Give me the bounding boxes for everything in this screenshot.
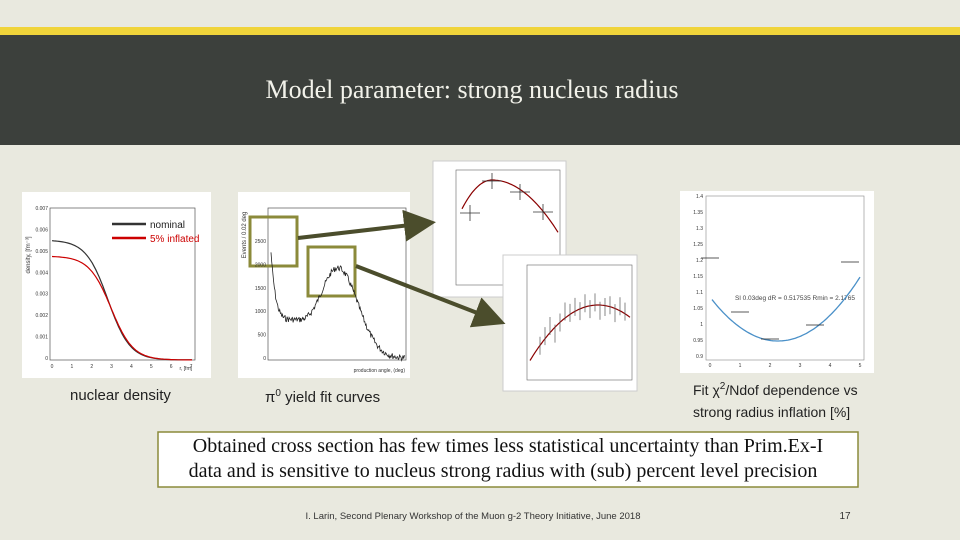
- y-tick-label: 1.1: [696, 290, 703, 296]
- y-tick-label: 0.95: [693, 338, 703, 344]
- x-tick-label: 0: [51, 364, 54, 370]
- curve: [51, 255, 192, 361]
- x-tick-label: 7: [190, 364, 193, 370]
- header-band: [0, 35, 960, 145]
- y-tick-label: 2500: [255, 239, 266, 245]
- y-tick-label: 0.004: [35, 270, 48, 276]
- y-tick-label: 500: [258, 333, 267, 339]
- conclusion-text: Obtained cross section has few times les…: [193, 435, 823, 457]
- x-tick-label: 5: [150, 364, 153, 370]
- y-tick-label: 1.3: [696, 226, 703, 232]
- slide-title: Model parameter: strong nucleus radius: [266, 75, 679, 104]
- x-tick-label: 6: [170, 364, 173, 370]
- caption-sup: 0: [275, 388, 281, 399]
- x-tick-label: 4: [829, 363, 832, 369]
- y-tick-label: 1.15: [693, 274, 703, 280]
- plot-axes: [705, 195, 865, 361]
- y-tick-label: 0.003: [35, 292, 48, 298]
- y-tick-label: 1.4: [696, 194, 703, 200]
- x-tick-label: 1: [70, 364, 73, 370]
- caption: π0 yield fit curves: [265, 388, 380, 406]
- axis-label: density, [fm⁻³]: [26, 236, 32, 273]
- zoom-box: [248, 215, 299, 268]
- plot-frame: [680, 191, 874, 373]
- legend-label: 5% inflated: [150, 234, 199, 245]
- yield-plot: Events / 0.02 deg production angle, (deg…: [238, 192, 410, 378]
- caption-part: Fit χ: [693, 382, 720, 398]
- x-tick-label: 0: [709, 363, 712, 369]
- arrow: [355, 264, 506, 328]
- y-tick-label: 1.35: [693, 210, 703, 216]
- x-tick-label: 2: [769, 363, 772, 369]
- axis-label: Events / 0.02 deg: [242, 212, 248, 259]
- chi2-plot: Sl 0.03deg dR = 0.517535 Rmin = 2.1765 1…: [680, 191, 874, 373]
- caption-part: /Ndof dependence vs: [725, 382, 857, 398]
- caption-part: yield fit curves: [281, 389, 380, 406]
- fit-label: Sl 0.03deg dR = 0.517535 Rmin = 2.1765: [735, 295, 855, 302]
- fit-curve: [461, 179, 559, 233]
- histogram: [270, 252, 406, 362]
- x-tick-label: 1: [739, 363, 742, 369]
- y-tick-label: 1: [700, 322, 703, 328]
- caption-part: π: [265, 389, 275, 406]
- density-plot: nominal 5% inflated density, [fm⁻³] r, […: [22, 192, 211, 378]
- y-tick-label: 2000: [255, 262, 266, 268]
- page-number: 17: [839, 511, 851, 522]
- inset-frame: [502, 254, 638, 392]
- caption-sup: 2: [720, 381, 726, 392]
- arrow: [297, 209, 436, 242]
- plot-frame: [238, 192, 410, 378]
- footer-citation: I. Larin, Second Plenary Workshop of the…: [306, 511, 641, 522]
- accent-band: [0, 27, 960, 35]
- y-tick-label: 0: [45, 356, 48, 362]
- conclusion-text: data and is sensitive to nucleus strong …: [189, 460, 818, 482]
- y-tick-label: 0.005: [35, 249, 48, 255]
- legend-label: nominal: [150, 220, 185, 231]
- plot-axes: [49, 207, 196, 361]
- y-tick-label: 1.2: [696, 258, 703, 264]
- y-tick-label: 1500: [255, 286, 266, 292]
- axis-label: r, [fm]: [180, 366, 193, 372]
- zoom-box: [306, 245, 357, 298]
- y-tick-label: 0.007: [35, 206, 48, 212]
- x-tick-label: 2: [90, 364, 93, 370]
- inset-axes: [526, 264, 633, 381]
- y-tick-label: 0.006: [35, 227, 48, 233]
- y-tick-label: 0.002: [35, 313, 48, 319]
- x-tick-label: 3: [110, 364, 113, 370]
- y-tick-label: 1000: [255, 309, 266, 315]
- y-tick-label: 1.05: [693, 306, 703, 312]
- y-tick-label: 0.9: [696, 354, 703, 360]
- conclusion-box: [157, 431, 859, 488]
- x-tick-label: 5: [859, 363, 862, 369]
- y-tick-label: 0.001: [35, 335, 48, 341]
- y-tick-label: 0: [263, 356, 266, 362]
- zoom-inset: [502, 254, 638, 392]
- y-tick-label: 1.25: [693, 242, 703, 248]
- x-tick-label: 4: [130, 364, 133, 370]
- caption: nuclear density: [70, 387, 171, 404]
- zoom-inset: [432, 160, 567, 298]
- x-tick-label: 3: [799, 363, 802, 369]
- caption: Fit χ2/Ndof dependence vs: [693, 381, 858, 398]
- axis-label: production angle, (deg): [354, 368, 406, 374]
- caption: strong radius inflation [%]: [693, 404, 850, 420]
- fit-curve: [711, 276, 861, 342]
